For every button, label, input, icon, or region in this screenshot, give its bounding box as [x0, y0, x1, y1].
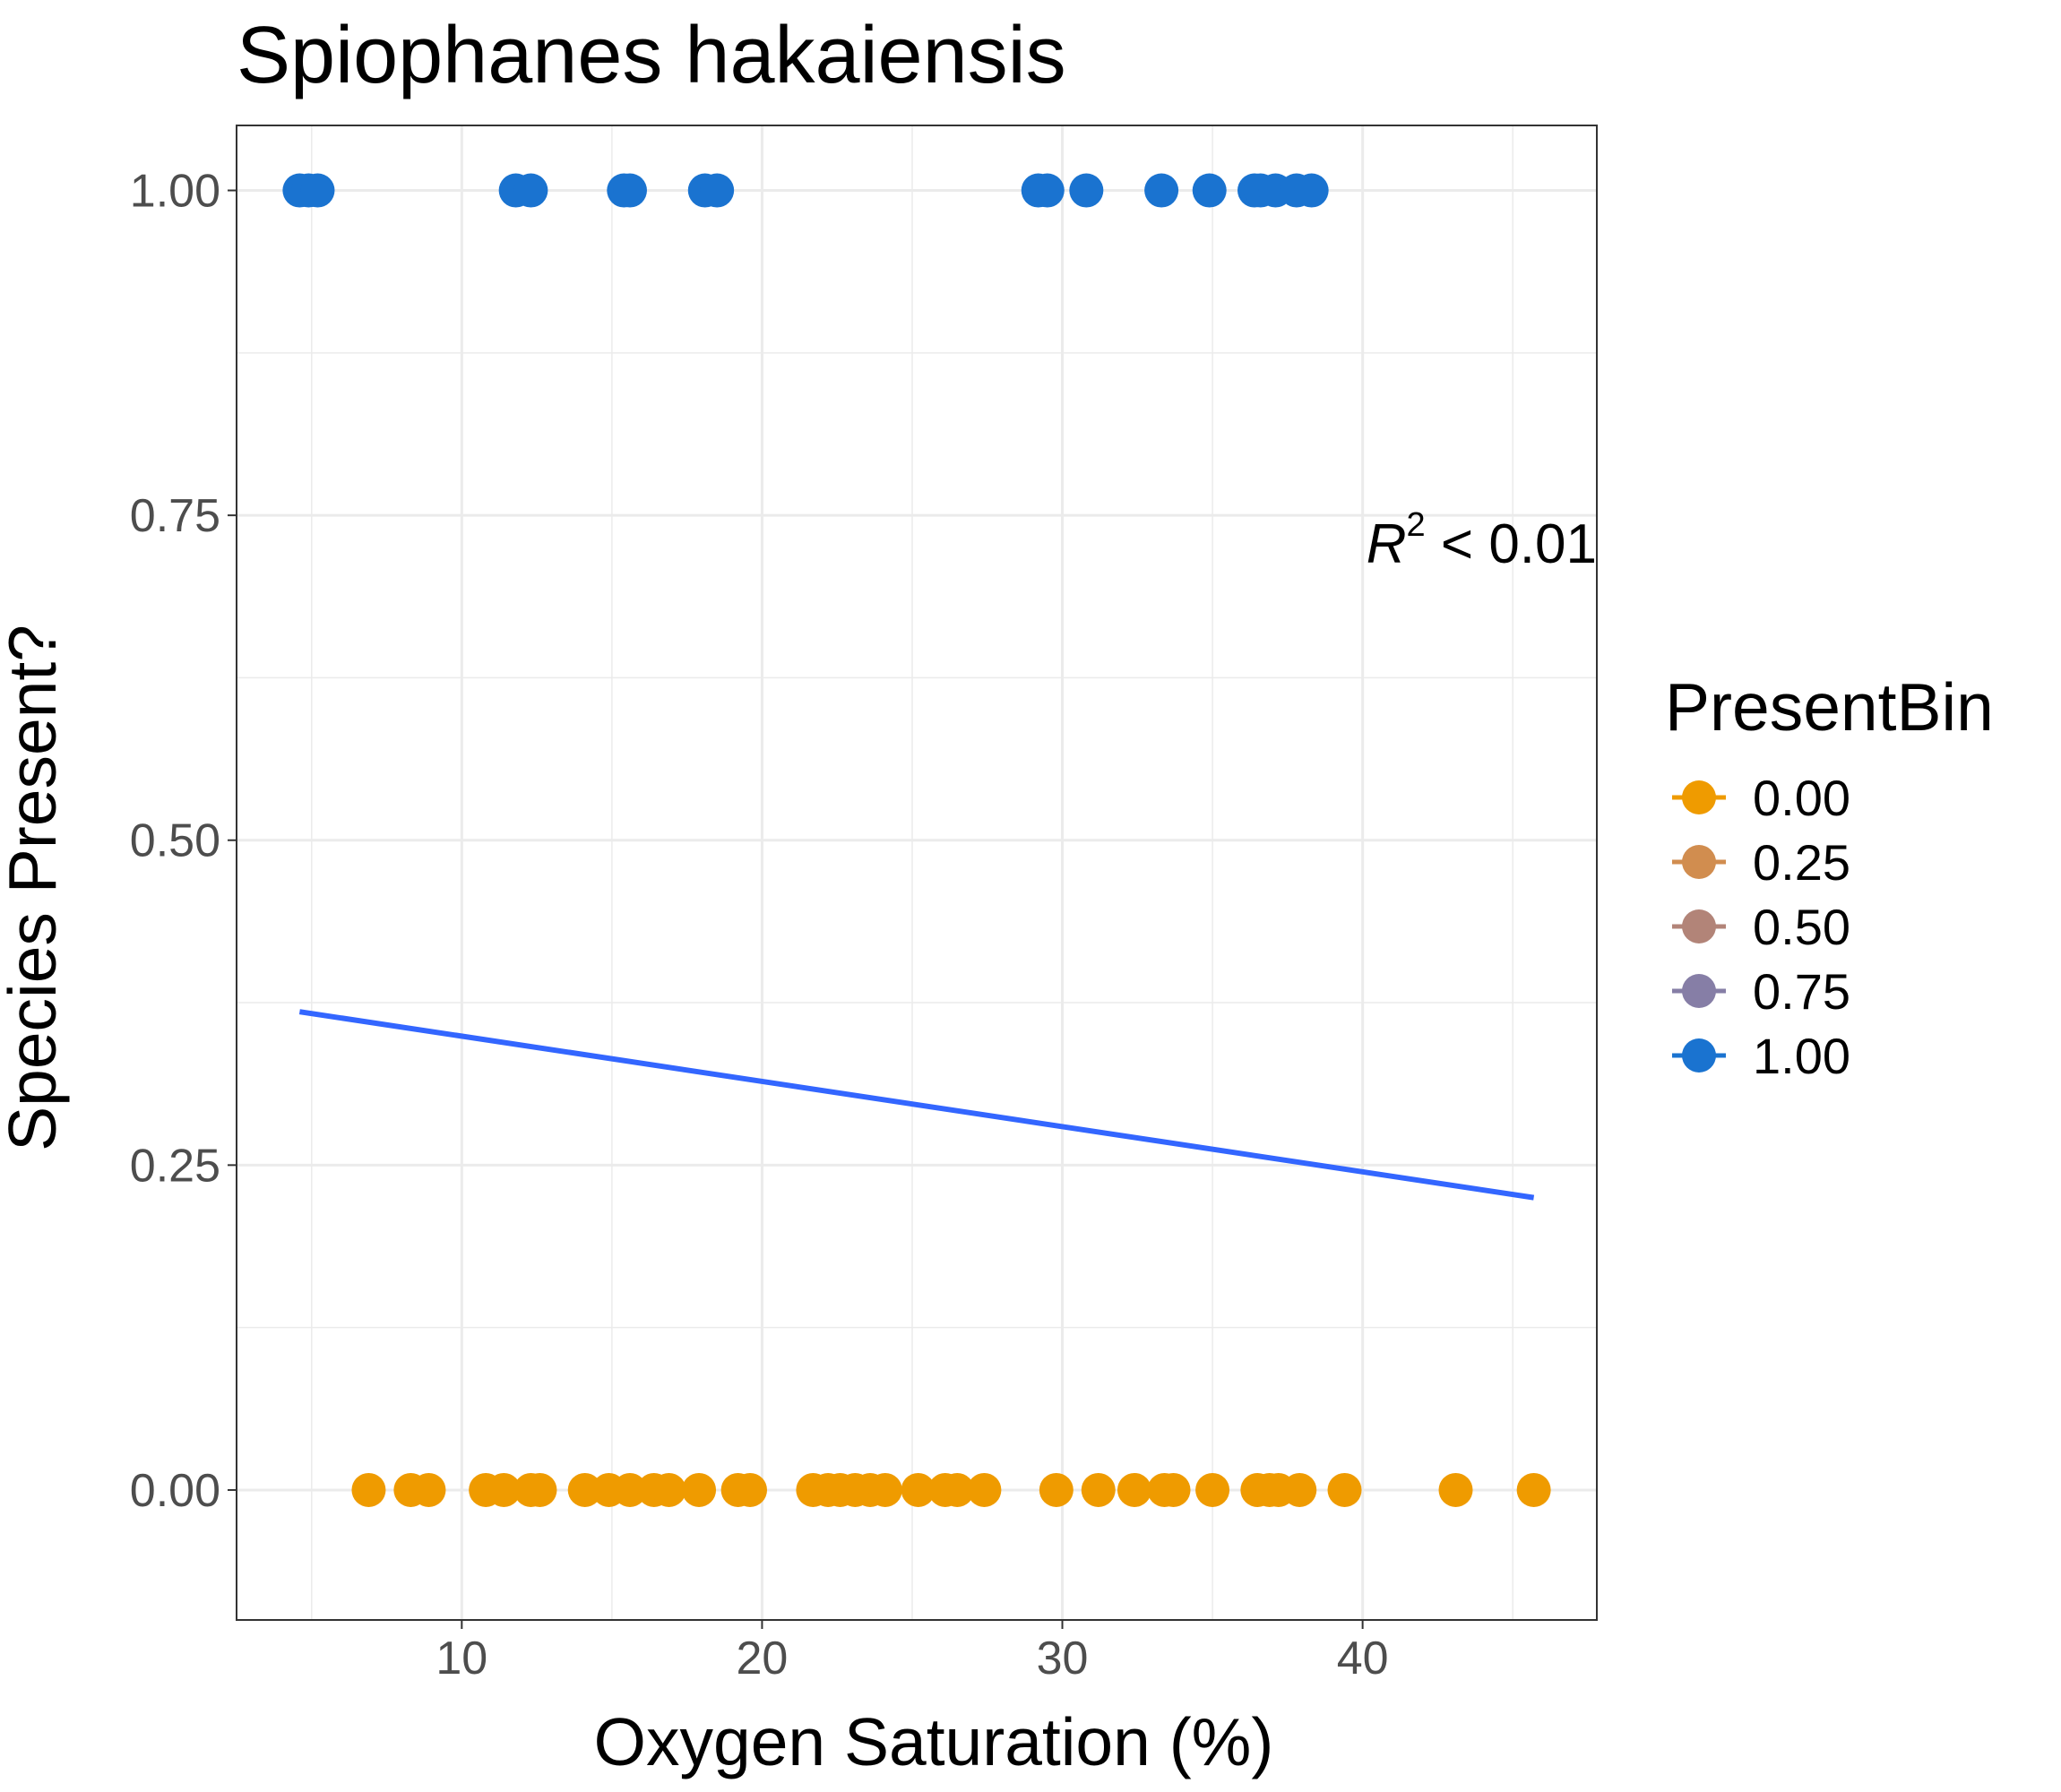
- data-point: [733, 1472, 768, 1507]
- data-point: [867, 1472, 902, 1507]
- data-point: [1081, 1472, 1116, 1507]
- y-axis: 0.00 0.25 0.50 0.75 1.00: [130, 166, 237, 1517]
- legend-key-dot: [1682, 780, 1716, 814]
- data-point: [967, 1472, 1002, 1507]
- r-power: 2: [1407, 506, 1426, 544]
- y-tick-label: 1.00: [130, 166, 220, 218]
- r-rest: < 0.01: [1426, 513, 1597, 575]
- legend-key-dot: [1682, 974, 1716, 1008]
- x-tick-label: 20: [737, 1633, 789, 1684]
- legend-label: 0.00: [1753, 770, 1850, 826]
- major-gridlines: [237, 125, 1597, 1620]
- y-tick-label: 0.25: [130, 1140, 220, 1192]
- data-point: [612, 173, 647, 208]
- x-tick-label: 30: [1037, 1633, 1089, 1684]
- data-point: [1069, 173, 1104, 208]
- panel-border: [236, 125, 1598, 1621]
- legend-key-dot: [1682, 1038, 1716, 1073]
- y-tick-label: 0.75: [130, 490, 220, 542]
- data-point: [411, 1472, 446, 1507]
- fit-line: [298, 1009, 1535, 1201]
- data-point: [651, 1472, 686, 1507]
- y-tick-label: 0.50: [130, 815, 220, 867]
- r-symbol: R: [1367, 513, 1407, 575]
- x-axis: 10 20 30 40: [435, 1620, 1389, 1684]
- data-point: [1030, 173, 1065, 208]
- r-squared-annotation: R2 < 0.01: [1367, 506, 1597, 575]
- legend-title: PresentBin: [1665, 669, 1994, 745]
- legend-key-dot: [1682, 909, 1716, 943]
- y-tick-label: 0.00: [130, 1465, 220, 1517]
- legend-label: 0.25: [1753, 834, 1850, 891]
- data-point: [612, 1472, 647, 1507]
- legend-label: 0.75: [1753, 963, 1850, 1020]
- y-axis-title: Species Present?: [0, 625, 70, 1151]
- data-point: [940, 1472, 975, 1507]
- x-axis-title: Oxygen Saturation (%): [594, 1704, 1274, 1779]
- data-point: [513, 173, 548, 208]
- x-tick-label: 40: [1337, 1633, 1389, 1684]
- data-point: [682, 1472, 717, 1507]
- data-point: [1195, 1472, 1230, 1507]
- points-layer: [282, 173, 1551, 1507]
- data-point: [487, 1472, 522, 1507]
- data-point: [522, 1472, 557, 1507]
- data-point: [1117, 1472, 1151, 1507]
- legend-label: 1.00: [1753, 1028, 1850, 1084]
- chart-title: Spiophanes hakaiensis: [237, 11, 1066, 100]
- data-point: [1144, 173, 1179, 208]
- data-point: [300, 173, 335, 208]
- data-point: [1294, 173, 1329, 208]
- data-point: [1156, 1472, 1191, 1507]
- data-point: [901, 1472, 936, 1507]
- legend-label: 0.50: [1753, 899, 1850, 955]
- data-point: [700, 173, 735, 208]
- legend: PresentBin 0.00 0.25 0.50 0.75 1.00: [1665, 669, 1994, 1084]
- legend-key-dot: [1682, 845, 1716, 879]
- data-point: [1282, 1472, 1317, 1507]
- data-point: [1192, 173, 1227, 208]
- data-point: [1327, 1472, 1362, 1507]
- data-point: [1516, 1472, 1551, 1507]
- x-tick-label: 10: [435, 1633, 487, 1684]
- data-point: [1039, 1472, 1074, 1507]
- fit-line-layer: [298, 1009, 1535, 1201]
- data-point: [567, 1472, 602, 1507]
- data-point: [1438, 1472, 1473, 1507]
- data-point: [351, 1472, 386, 1507]
- minor-gridlines: [237, 125, 1597, 1620]
